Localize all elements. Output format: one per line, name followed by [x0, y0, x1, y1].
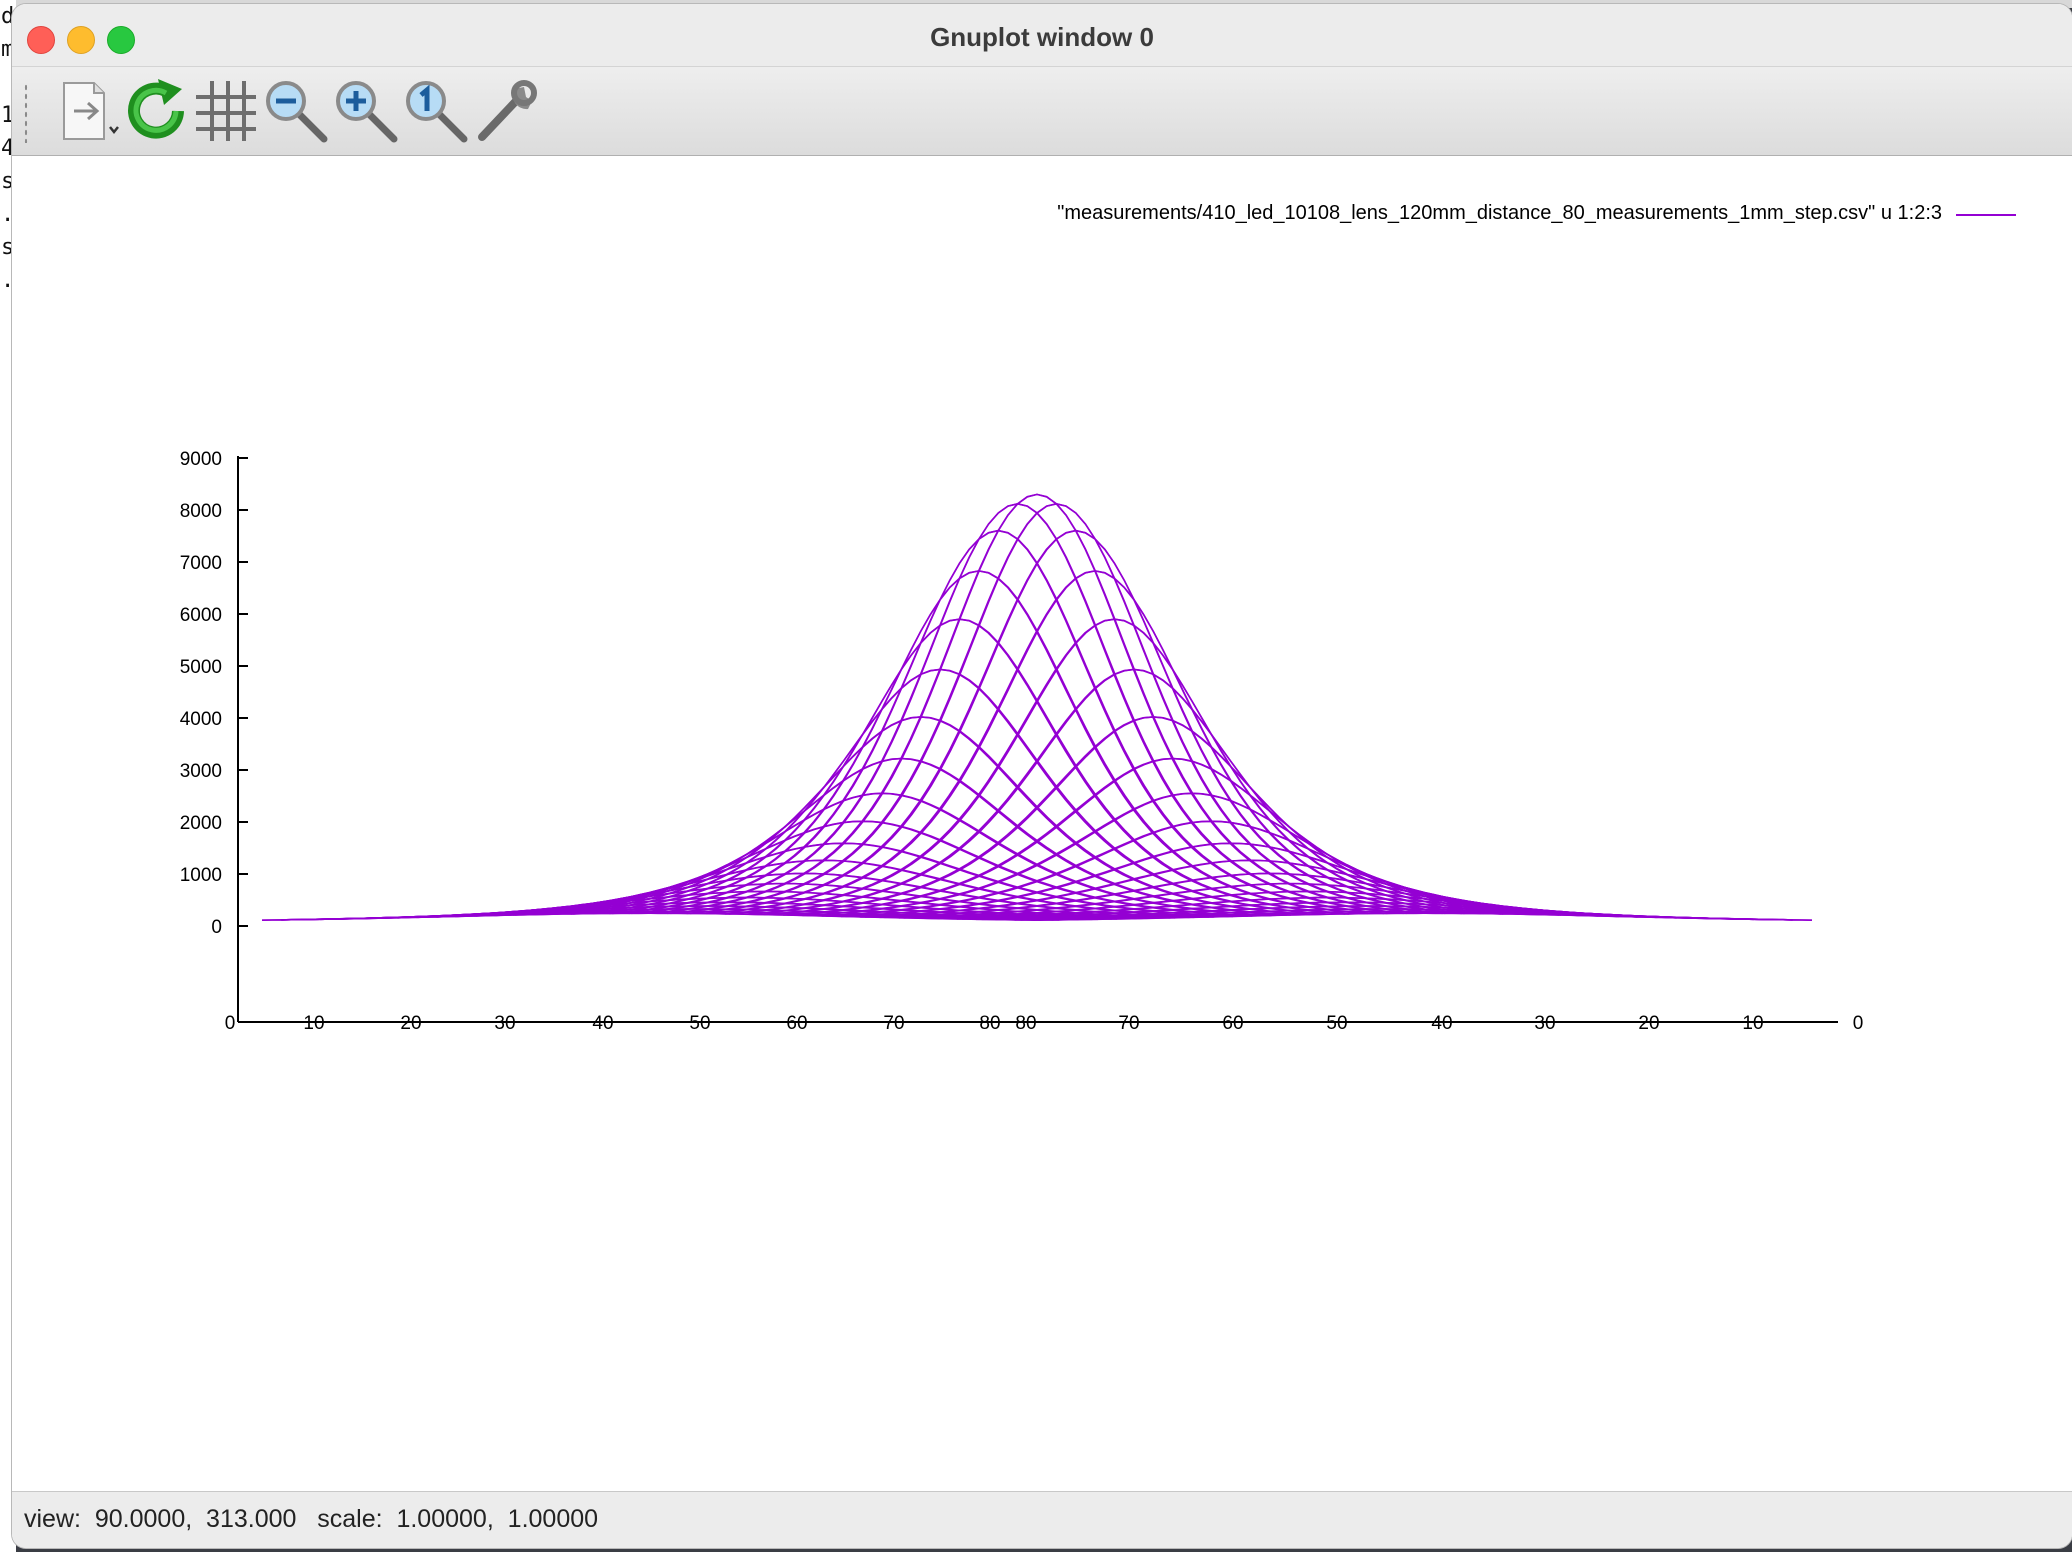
y-tick-label: 40: [1431, 1013, 1452, 1034]
replot-icon: [120, 75, 192, 147]
mesh-line-y: [783, 757, 1562, 916]
zoom-out-button[interactable]: [260, 75, 332, 147]
terminal-line: m: [1, 37, 15, 62]
mesh-line-y: [609, 529, 1388, 915]
mesh-line-x: [689, 529, 1462, 915]
x-tick-label: 40: [592, 1013, 613, 1034]
mesh-line-y: [821, 820, 1600, 917]
x-tick-label: 70: [883, 1013, 904, 1034]
mesh-line-y: [725, 618, 1504, 915]
y-tick-label: 30: [1534, 1013, 1555, 1034]
terminal-line: .: [1, 268, 15, 293]
mesh-line-x: [825, 820, 1599, 917]
surface-mesh: [261, 493, 1813, 921]
mesh-line-x: [650, 493, 1424, 914]
mesh-line-y: [454, 842, 1234, 918]
zoom-in-icon: [330, 75, 402, 147]
x-tick-label: 0: [225, 1013, 236, 1034]
zoom-reset-icon: [400, 75, 472, 147]
mesh-line-x: [787, 757, 1560, 916]
z-tick-label: 3000: [180, 761, 222, 782]
z-tick-label: 9000: [180, 449, 222, 470]
zoom-out-icon: [260, 75, 332, 147]
z-tick-label: 4000: [180, 709, 222, 730]
terminal-line: s: [1, 169, 15, 194]
settings-wrench-icon: [470, 75, 542, 147]
z-tick-label: 0: [211, 917, 222, 938]
minimize-button[interactable]: [67, 26, 95, 54]
z-tick-label: 1000: [180, 865, 222, 886]
mesh-line-x: [767, 716, 1540, 916]
mesh-line-x: [612, 529, 1385, 915]
y-tick-label: 50: [1326, 1013, 1347, 1034]
grid-icon: [190, 75, 262, 147]
y-tick-label: 70: [1118, 1013, 1139, 1034]
x-tick-label: 80: [979, 1013, 1000, 1034]
export-menu-button[interactable]: [52, 75, 124, 147]
x-tick-label: 30: [494, 1013, 515, 1034]
grid-button[interactable]: [190, 75, 262, 147]
export-menu-icon: [52, 75, 124, 147]
terminal-line: d: [1, 4, 15, 29]
mesh-line-x: [534, 716, 1307, 916]
mesh-line-y: [647, 493, 1427, 914]
zoom-button[interactable]: [107, 26, 135, 54]
y-tick-label: 60: [1222, 1013, 1243, 1034]
terminal-line: 4: [1, 136, 15, 161]
z-tick-label: 6000: [180, 605, 222, 626]
mesh-line-y: [744, 668, 1523, 915]
mesh-line-x: [592, 570, 1365, 915]
y-tick-label: 0: [1853, 1013, 1864, 1034]
mesh-line-y: [667, 502, 1446, 915]
mesh-line-y: [474, 820, 1253, 917]
mesh-line-y: [493, 792, 1272, 917]
gnuplot-window: Gnuplot window 0: [12, 4, 2072, 1548]
x-tick-label: 50: [689, 1013, 710, 1034]
surface-plot[interactable]: 9000 8000 7000 6000 5000 4000 3000 2000 1000 0 0 10…: [12, 156, 2072, 1492]
mesh-line-y: [1033, 912, 1813, 921]
zoom-reset-button[interactable]: [400, 75, 472, 147]
mesh-line-y: [763, 716, 1542, 916]
legend-line-sample: [1956, 214, 2016, 216]
terminal-line: s: [1, 235, 15, 260]
status-text: view: 90.0000, 313.000 scale: 1.00000, 1…: [24, 1505, 599, 1533]
plot-canvas[interactable]: 9000 8000 7000 6000 5000 4000 3000 2000 1000 0 0 10…: [12, 156, 2072, 1492]
plot-axes: [237, 456, 1838, 1023]
legend-label: "measurements/410_led_10108_lens_120mm_d…: [1057, 202, 1942, 224]
z-tick-label: 8000: [180, 501, 222, 522]
mesh-line-y: [686, 529, 1465, 915]
y-tick-label: 80: [1015, 1013, 1036, 1034]
y-tick-label: 20: [1638, 1013, 1659, 1034]
mesh-line-y: [532, 716, 1311, 916]
axis-ticks: 9000 8000 7000 6000 5000 4000 3000 2000 1000 0 0 10…: [180, 449, 1864, 1034]
terminal-line: .: [1, 202, 15, 227]
mesh-line-y: [512, 757, 1291, 916]
mesh-line-x: [475, 820, 1249, 917]
y-tick-label: 10: [1742, 1013, 1763, 1034]
mesh-line-y: [705, 570, 1484, 915]
mesh-line-x: [514, 757, 1287, 916]
x-tick-label: 20: [400, 1013, 421, 1034]
zoom-in-button[interactable]: [330, 75, 402, 147]
x-tick-label: 60: [786, 1013, 807, 1034]
z-tick-label: 2000: [180, 813, 222, 834]
title-bar[interactable]: Gnuplot window 0: [12, 4, 2072, 67]
status-bar: view: 90.0000, 313.000 scale: 1.00000, 1…: [12, 1491, 2072, 1548]
z-tick-label: 7000: [180, 553, 222, 574]
toolbar-grip[interactable]: [24, 83, 28, 143]
x-tick-label: 10: [303, 1013, 324, 1034]
mesh-line-x: [709, 570, 1482, 915]
window-title: Gnuplot window 0: [930, 22, 1154, 52]
replot-button[interactable]: [120, 75, 192, 147]
toolbar: [12, 67, 2072, 156]
z-tick-label: 5000: [180, 657, 222, 678]
settings-button[interactable]: [470, 75, 542, 147]
terminal-line: 1: [1, 103, 15, 128]
close-button[interactable]: [27, 26, 55, 54]
